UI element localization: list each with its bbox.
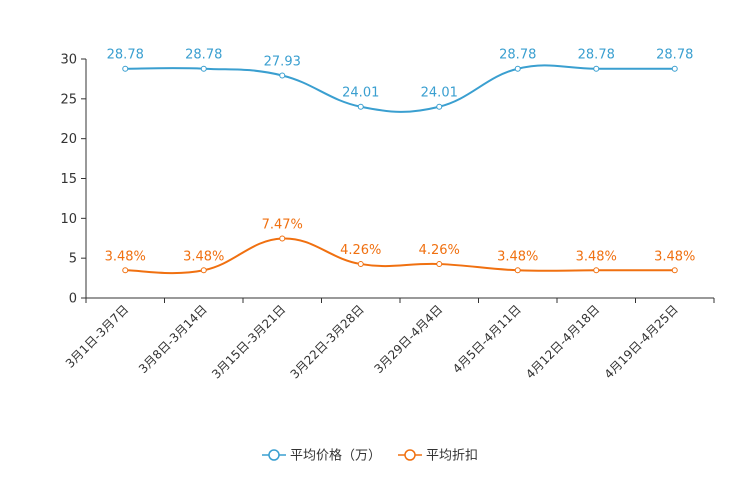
data-point[interactable] <box>671 267 678 274</box>
data-label: 3.48% <box>497 249 538 264</box>
data-label: 4.26% <box>340 243 381 258</box>
y-tick-label: 30 <box>60 53 77 68</box>
series-avg-discount: 3.48% 3.48% 7.47% 4.26% 4.26% 3.48% 3.48% 3.48% <box>105 217 695 275</box>
data-point[interactable] <box>200 65 207 72</box>
data-point[interactable] <box>593 267 600 274</box>
data-label: 28.78 <box>107 48 144 63</box>
data-point[interactable] <box>200 267 207 274</box>
x-tick-label: 4月12日-4月18日 <box>523 302 602 381</box>
y-tick-label: 20 <box>60 132 77 147</box>
x-tick-label: 3月15日-3月21日 <box>209 302 288 381</box>
x-tick-label: 4月19日-4月25日 <box>602 302 681 381</box>
legend-marker-icon <box>404 449 416 461</box>
legend-item-avg-discount[interactable]: 平均折扣 <box>398 449 478 464</box>
data-label: 28.78 <box>578 48 615 63</box>
x-tick-label: 3月22日-3月28日 <box>288 302 367 381</box>
series-avg-price: 28.78 28.78 27.93 24.01 24.01 28.78 28.78 28.78 <box>107 48 693 113</box>
data-label: 28.78 <box>656 48 693 63</box>
y-tick-label: 15 <box>60 172 77 187</box>
data-point[interactable] <box>514 65 521 72</box>
y-tick-label: 5 <box>69 252 77 267</box>
legend-item-avg-price[interactable]: 平均价格（万） <box>262 448 381 464</box>
data-point[interactable] <box>514 267 521 274</box>
y-tick-label: 0 <box>69 292 77 307</box>
data-point[interactable] <box>122 65 129 72</box>
y-tick-label: 25 <box>60 92 77 107</box>
legend-label: 平均折扣 <box>426 449 478 464</box>
data-label: 3.48% <box>105 249 146 264</box>
data-point[interactable] <box>279 235 286 242</box>
data-point[interactable] <box>671 65 678 72</box>
data-point[interactable] <box>279 72 286 79</box>
axes: 0 5 10 15 20 25 30 3月1日-3月7日 3月8日-3月14日 3月15日-3月2… <box>60 53 715 382</box>
data-label: 24.01 <box>421 86 458 101</box>
data-label: 7.47% <box>262 217 303 232</box>
data-label: 4.26% <box>419 243 460 258</box>
data-point[interactable] <box>122 267 129 274</box>
data-point[interactable] <box>593 65 600 72</box>
data-point[interactable] <box>357 261 364 268</box>
y-tick-label: 10 <box>60 212 77 227</box>
data-point[interactable] <box>436 261 443 268</box>
data-point[interactable] <box>436 103 443 110</box>
data-label: 28.78 <box>185 48 222 63</box>
data-label: 28.78 <box>499 48 536 63</box>
data-label: 3.48% <box>654 249 695 264</box>
legend-marker-icon <box>268 449 280 461</box>
x-tick-label: 3月8日-3月14日 <box>136 302 210 376</box>
data-label: 3.48% <box>576 249 617 264</box>
data-label: 3.48% <box>183 249 224 264</box>
data-label: 27.93 <box>264 54 301 69</box>
series-line <box>125 237 675 275</box>
x-tick-label: 3月1日-3月7日 <box>63 302 132 371</box>
data-label: 24.01 <box>342 86 379 101</box>
x-tick-label: 3月29日-4月4日 <box>371 302 445 376</box>
legend-label: 平均价格（万） <box>290 448 381 464</box>
legend[interactable]: 平均价格（万） 平均折扣 <box>262 448 478 464</box>
x-tick-label: 4月5日-4月11日 <box>450 302 524 376</box>
series-line <box>125 64 675 113</box>
data-point[interactable] <box>357 103 364 110</box>
